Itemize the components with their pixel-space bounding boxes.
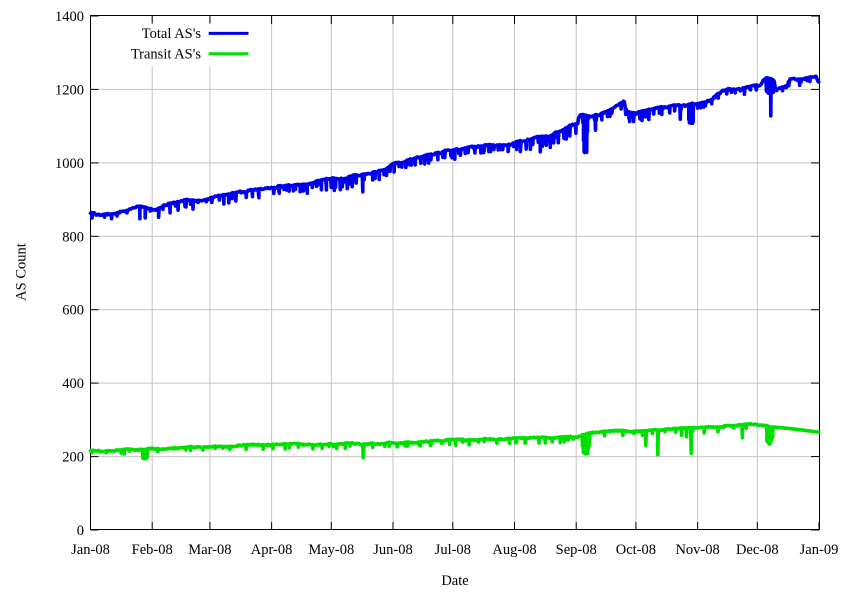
svg-text:Nov-08: Nov-08	[675, 542, 719, 558]
svg-text:May-08: May-08	[308, 542, 354, 558]
svg-text:Transit AS's: Transit AS's	[131, 47, 202, 63]
svg-text:200: 200	[62, 450, 84, 466]
svg-text:Jun-08: Jun-08	[373, 542, 412, 558]
svg-text:1200: 1200	[55, 82, 84, 98]
svg-text:AS Count: AS Count	[14, 243, 30, 301]
svg-text:400: 400	[62, 376, 84, 392]
svg-text:1000: 1000	[55, 156, 84, 172]
svg-text:Date: Date	[441, 573, 468, 589]
svg-text:0: 0	[77, 523, 84, 539]
svg-text:Aug-08: Aug-08	[492, 542, 536, 558]
svg-text:Dec-08: Dec-08	[736, 542, 779, 558]
svg-text:Jul-08: Jul-08	[435, 542, 471, 558]
svg-text:600: 600	[62, 303, 84, 319]
svg-text:800: 800	[62, 229, 84, 245]
svg-text:Jan-08: Jan-08	[71, 542, 110, 558]
svg-text:Feb-08: Feb-08	[132, 542, 173, 558]
svg-text:Jan-09: Jan-09	[800, 542, 839, 558]
svg-text:Mar-08: Mar-08	[188, 542, 231, 558]
svg-text:Oct-08: Oct-08	[616, 542, 656, 558]
svg-text:1400: 1400	[55, 9, 84, 25]
svg-text:Sep-08: Sep-08	[556, 542, 597, 558]
svg-text:Apr-08: Apr-08	[251, 542, 293, 558]
svg-text:Total AS's: Total AS's	[142, 26, 202, 42]
